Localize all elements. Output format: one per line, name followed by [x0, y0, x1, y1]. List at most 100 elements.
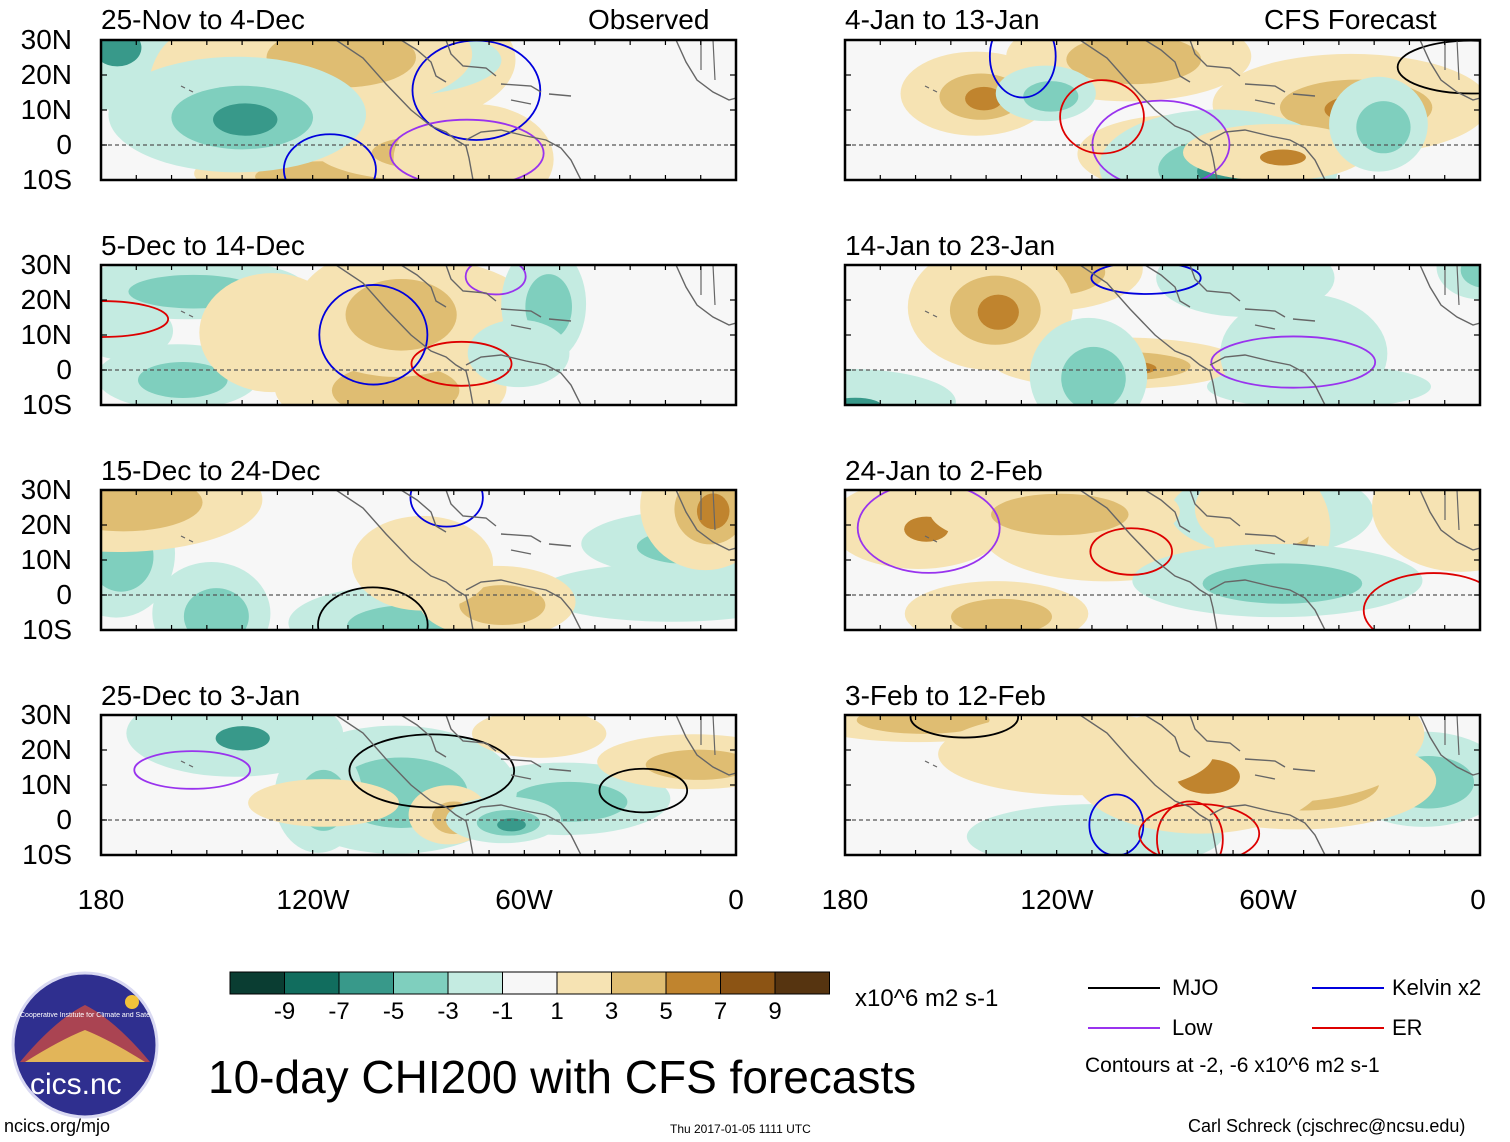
ytick-row1-4: 10S — [22, 164, 72, 195]
legend-contour-note: Contours at -2, -6 x10^6 m2 s-1 — [1085, 1054, 1380, 1077]
anomaly-shade — [951, 598, 1053, 630]
wave-contour — [1089, 527, 1173, 576]
ytick-row4-1: 20N — [20, 734, 72, 765]
colorbar-swatch — [284, 971, 340, 995]
colorbar-tick: -3 — [437, 998, 459, 1025]
anomaly-shade — [1194, 490, 1325, 552]
map-panel-3 — [99, 488, 738, 632]
wave-contour — [1156, 800, 1224, 855]
logo-ring-text: Cooperative Institute for Climate and Sa… — [20, 1012, 150, 1019]
wave-contour — [988, 40, 1057, 99]
anomaly-shade — [1023, 81, 1079, 112]
wave-contour — [1210, 335, 1377, 389]
colorbar — [229, 971, 830, 995]
xtick-left-120w: 120W — [276, 884, 350, 915]
xtick-left-0: 0 — [728, 884, 744, 915]
wave-contour — [389, 118, 545, 180]
map-panel-6 — [843, 263, 1482, 407]
legend-low-label: Low — [1172, 1015, 1213, 1040]
anomaly-shade — [856, 715, 990, 734]
wave-contour — [133, 750, 252, 790]
anomaly-shade — [351, 515, 494, 611]
colorbar-swatch — [556, 971, 612, 995]
ytick-row1-2: 10N — [20, 94, 72, 125]
ytick-row2-4: 10S — [22, 389, 72, 420]
ytick-row3-0: 30N — [20, 474, 72, 505]
colorbar-swatch — [229, 971, 285, 995]
anomaly-shade — [965, 86, 1003, 111]
anomaly-shade — [101, 301, 174, 360]
anomaly-shade — [183, 588, 249, 630]
map-panel-2 — [99, 263, 738, 407]
panel-title-fcst-2: 14-Jan to 23-Jan — [845, 230, 1056, 261]
cics-logo — [11, 971, 159, 1119]
ytick-row2-2: 10N — [20, 319, 72, 350]
xtick-right-180: 180 — [821, 884, 869, 915]
anomaly-shade — [845, 397, 882, 405]
wave-contour — [1059, 79, 1145, 155]
colorbar-tick: 3 — [604, 998, 619, 1025]
map-panel-4 — [99, 713, 738, 857]
anomaly-shade — [1356, 101, 1411, 154]
main-title: 10-day CHI200 with CFS forecasts — [208, 1051, 917, 1103]
anomaly-shade — [991, 493, 1129, 536]
wave-contour — [318, 284, 429, 386]
map-panel-5 — [843, 38, 1482, 182]
ytick-row3-2: 10N — [20, 544, 72, 575]
wave-contour — [1090, 265, 1202, 295]
wave-contour — [1138, 803, 1261, 855]
observed-header: Observed — [588, 4, 710, 35]
ytick-row1-1: 20N — [20, 59, 72, 90]
colorbar-tick: -7 — [328, 998, 350, 1025]
ytick-row3-3: 0 — [56, 579, 72, 610]
panel-title-obs-2: 5-Dec to 14-Dec — [101, 230, 305, 261]
anomaly-shade — [1207, 364, 1431, 405]
anomaly-shade — [137, 362, 228, 398]
anomaly-shade — [331, 364, 460, 405]
ytick-row2-3: 0 — [56, 354, 72, 385]
anomaly-shade — [977, 294, 1019, 330]
anomaly-shade — [1259, 149, 1306, 166]
ytick-row3-4: 10S — [22, 614, 72, 645]
ytick-row2-0: 30N — [20, 249, 72, 280]
logo-text: cics.nc — [30, 1068, 122, 1101]
xtick-right-0: 0 — [1470, 884, 1486, 915]
colorbar-tick: 1 — [550, 998, 564, 1025]
ytick-row1-0: 30N — [20, 24, 72, 55]
anomaly-shade — [537, 563, 736, 622]
footer-url[interactable]: ncics.org/mjo — [4, 1116, 111, 1136]
colorbar-unit: x10^6 m2 s-1 — [855, 985, 999, 1012]
ytick-row3-1: 20N — [20, 509, 72, 540]
xtick-right-120w: 120W — [1020, 884, 1094, 915]
anomaly-shade — [497, 818, 526, 832]
wave-contour — [1362, 572, 1480, 630]
anomaly-shade — [845, 368, 956, 405]
xtick-left-180: 180 — [77, 884, 125, 915]
map-panel-1 — [99, 38, 738, 182]
anomaly-shade — [1066, 40, 1202, 85]
map-panel-8 — [843, 713, 1482, 857]
ytick-row4-2: 10N — [20, 769, 72, 800]
wave-contour — [410, 340, 513, 387]
colorbar-swatch — [720, 971, 776, 995]
colorbar-tick: 5 — [659, 998, 673, 1025]
wave-contour — [598, 767, 689, 814]
ytick-row1-3: 0 — [56, 129, 72, 160]
anomaly-shade — [938, 715, 1214, 796]
ytick-row4-0: 30N — [20, 699, 72, 730]
ytick-row4-4: 10S — [22, 839, 72, 870]
anomaly-shade — [101, 490, 203, 532]
xtick-left-60w: 60W — [495, 884, 553, 915]
colorbar-swatch — [447, 971, 503, 995]
wave-contour — [464, 265, 527, 296]
colorbar-swatch — [502, 971, 558, 995]
anomaly-shade — [248, 779, 399, 827]
anomaly-shade — [471, 715, 607, 758]
anomaly-shade — [101, 40, 142, 67]
wave-contour — [317, 586, 429, 630]
wave-contour — [348, 733, 516, 809]
ytick-row2-1: 20N — [20, 284, 72, 315]
anomaly-shade — [1202, 563, 1363, 604]
legend-lines — [1088, 987, 1384, 1029]
wave-contour — [101, 300, 170, 338]
